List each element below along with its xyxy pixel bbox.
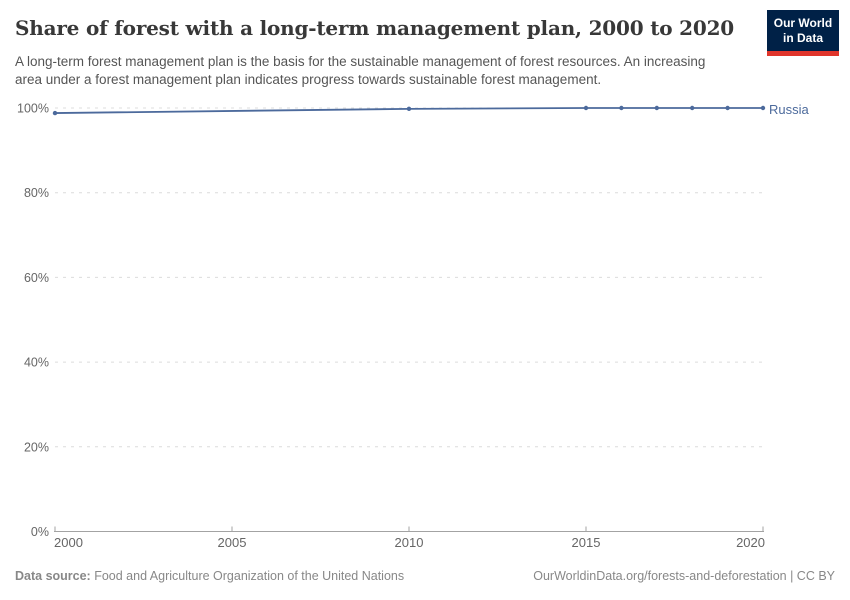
- data-point[interactable]: [690, 105, 695, 111]
- y-tick-label: 40%: [24, 356, 49, 370]
- data-line[interactable]: [54, 107, 764, 114]
- data-point[interactable]: [654, 105, 659, 111]
- data-point[interactable]: [52, 110, 58, 116]
- x-tick-label: 2020: [736, 535, 765, 550]
- data-source-value: Food and Agriculture Organization of the…: [90, 569, 405, 583]
- page-title: Share of forest with a long-term managem…: [15, 16, 735, 40]
- x-tick-label: 2010: [395, 535, 424, 550]
- credit-text: OurWorldinData.org/forests-and-deforesta…: [533, 569, 835, 583]
- owid-logo-line1: Our World: [773, 15, 833, 30]
- data-point[interactable]: [619, 105, 624, 111]
- x-tick-label: 2005: [218, 535, 247, 550]
- owid-logo[interactable]: Our World in Data: [767, 10, 839, 56]
- y-tick-label: 60%: [24, 271, 49, 285]
- y-tick-label: 100%: [17, 102, 49, 116]
- y-tick-label: 80%: [24, 186, 49, 200]
- data-source-label: Data source:: [15, 569, 91, 583]
- owid-logo-line2: in Data: [782, 30, 823, 45]
- data-point[interactable]: [725, 105, 730, 111]
- x-tick-label: 2000: [54, 535, 83, 550]
- series-label-russia[interactable]: Russia: [769, 102, 809, 117]
- y-tick-label: 0%: [31, 525, 49, 539]
- chart-footer: Data source: Food and Agriculture Organi…: [15, 569, 835, 583]
- data-point[interactable]: [760, 105, 766, 111]
- data-point[interactable]: [406, 106, 412, 112]
- data-point[interactable]: [583, 105, 589, 111]
- chart-subtitle: A long-term forest management plan is th…: [15, 54, 706, 87]
- data-source: Data source: Food and Agriculture Organi…: [15, 569, 404, 583]
- y-tick-label: 20%: [24, 440, 49, 454]
- line-chart[interactable]: 0% 20% 40% 60% 80% 100% 2000 2005 2010 2015 2020: [0, 95, 850, 565]
- x-tick-label: 2015: [572, 535, 601, 550]
